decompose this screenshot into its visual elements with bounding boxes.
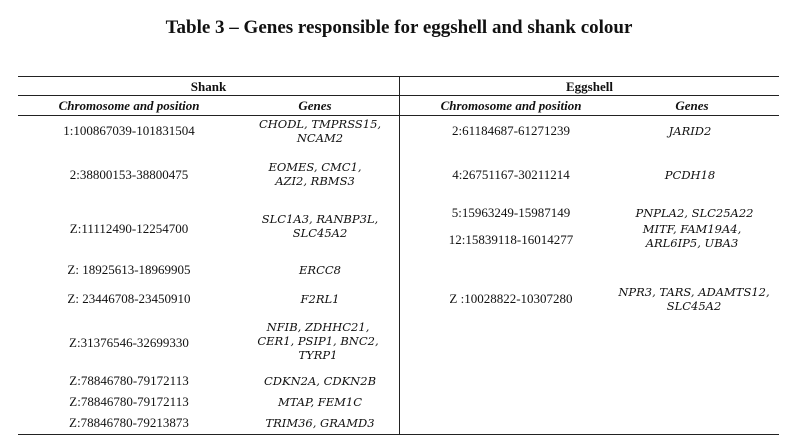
shank-genes-cell: SLC1A3, RANBP3L, SLC45A2 — [261, 212, 379, 240]
bottom-rule — [18, 434, 779, 435]
table-title: Table 3 – Genes responsible for eggshell… — [165, 17, 633, 38]
shank-genes-cell: ERCC8 — [299, 263, 341, 277]
shank-position-cell: Z:31376546-32699330 — [69, 335, 189, 350]
shank-header: Shank — [190, 79, 227, 94]
shank-genes-cell: EOMES, CMC1, AZI2, RBMS3 — [268, 160, 362, 188]
eggshell-genes-cell: PNPLA2, SLC25A22 — [635, 206, 754, 220]
eggshell-genes-cell: JARID2 — [668, 124, 712, 138]
shank-position-cell: Z:11112490-12254700 — [69, 221, 189, 236]
shank-genes-cell: NFIB, ZDHHC21, CER1, PSIP1, BNC2, TYRP1 — [257, 320, 379, 362]
eggshell-genes-column-header: Genes — [675, 98, 709, 113]
eggshell-position-cell: 4:26751167-30211214 — [452, 167, 570, 182]
eggshell-genes-cell: NPR3, TARS, ADAMTS12, SLC45A2 — [618, 285, 770, 313]
shank-genes-cell: CDKN2A, CDKN2B — [263, 374, 377, 388]
top-rule — [18, 76, 779, 77]
section-divider — [399, 76, 400, 434]
column-header-rule — [18, 115, 779, 116]
shank-position-column-header: Chromosome and position — [58, 98, 200, 113]
shank-genes-cell: F2RL1 — [300, 292, 340, 306]
eggshell-header: Eggshell — [566, 79, 613, 94]
shank-position-cell: 1:100867039-101831504 — [63, 123, 195, 138]
shank-genes-cell: CHODL, TMPRSS15, NCAM2 — [258, 117, 382, 145]
eggshell-position-column-header: Chromosome and position — [440, 98, 582, 113]
shank-genes-cell: TRIM36, GRAMD3 — [265, 416, 375, 430]
shank-position-cell: Z:78846780-79172113 — [69, 394, 189, 409]
shank-position-cell: Z: 18925613-18969905 — [67, 262, 191, 277]
shank-genes-column-header: Genes — [298, 98, 332, 113]
shank-position-cell: 2:38800153-38800475 — [69, 167, 189, 182]
shank-position-cell: Z:78846780-79213873 — [69, 415, 189, 430]
eggshell-genes-cell: PCDH18 — [664, 168, 716, 182]
eggshell-position-cell: 5:15963249-15987149 — [451, 205, 571, 220]
eggshell-position-cell: 2:61184687-61271239 — [452, 123, 570, 138]
eggshell-position-cell: 12:15839118-16014277 — [448, 232, 574, 247]
shank-position-cell: Z:78846780-79172113 — [69, 373, 189, 388]
section-header-rule — [18, 95, 779, 96]
shank-position-cell: Z: 23446708-23450910 — [67, 291, 191, 306]
eggshell-genes-cell: MITF, FAM19A4, ARL6IP5, UBA3 — [642, 222, 742, 250]
shank-genes-cell: MTAP, FEM1C — [277, 395, 363, 409]
eggshell-position-cell: Z :10028822-10307280 — [449, 291, 573, 306]
